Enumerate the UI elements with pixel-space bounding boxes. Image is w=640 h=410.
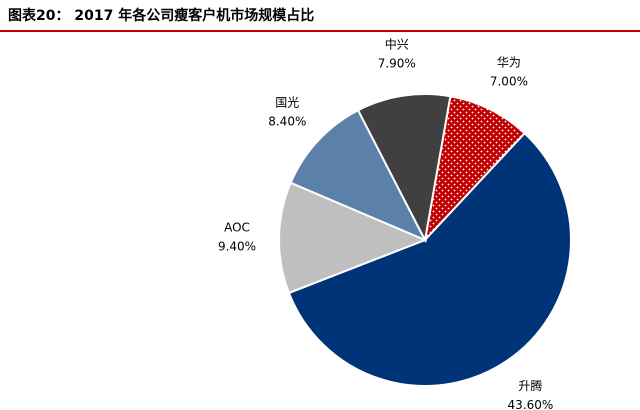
slice-label: 中兴 (385, 37, 409, 52)
slice-value-label: 9.40% (218, 239, 256, 253)
pie-slice (356, 93, 452, 244)
slice-value-label: 8.40% (268, 115, 306, 129)
slice-label: AOC (224, 220, 250, 234)
slice-label: 升腾 (518, 378, 542, 393)
pie-slice (287, 131, 572, 387)
slice-value-label: 7.90% (378, 57, 416, 71)
pie-slice (278, 181, 428, 295)
pie-slice (289, 108, 428, 243)
slice-label: 华为 (497, 55, 521, 69)
slice-value-label: 7.00% (490, 74, 528, 88)
slice-value-label: 43.60% (508, 398, 554, 410)
chart-title: 图表20： 2017 年各公司瘦客户机市场规模占比 (8, 7, 314, 24)
slice-label: 国光 (275, 96, 299, 110)
pie-slice (423, 95, 527, 244)
